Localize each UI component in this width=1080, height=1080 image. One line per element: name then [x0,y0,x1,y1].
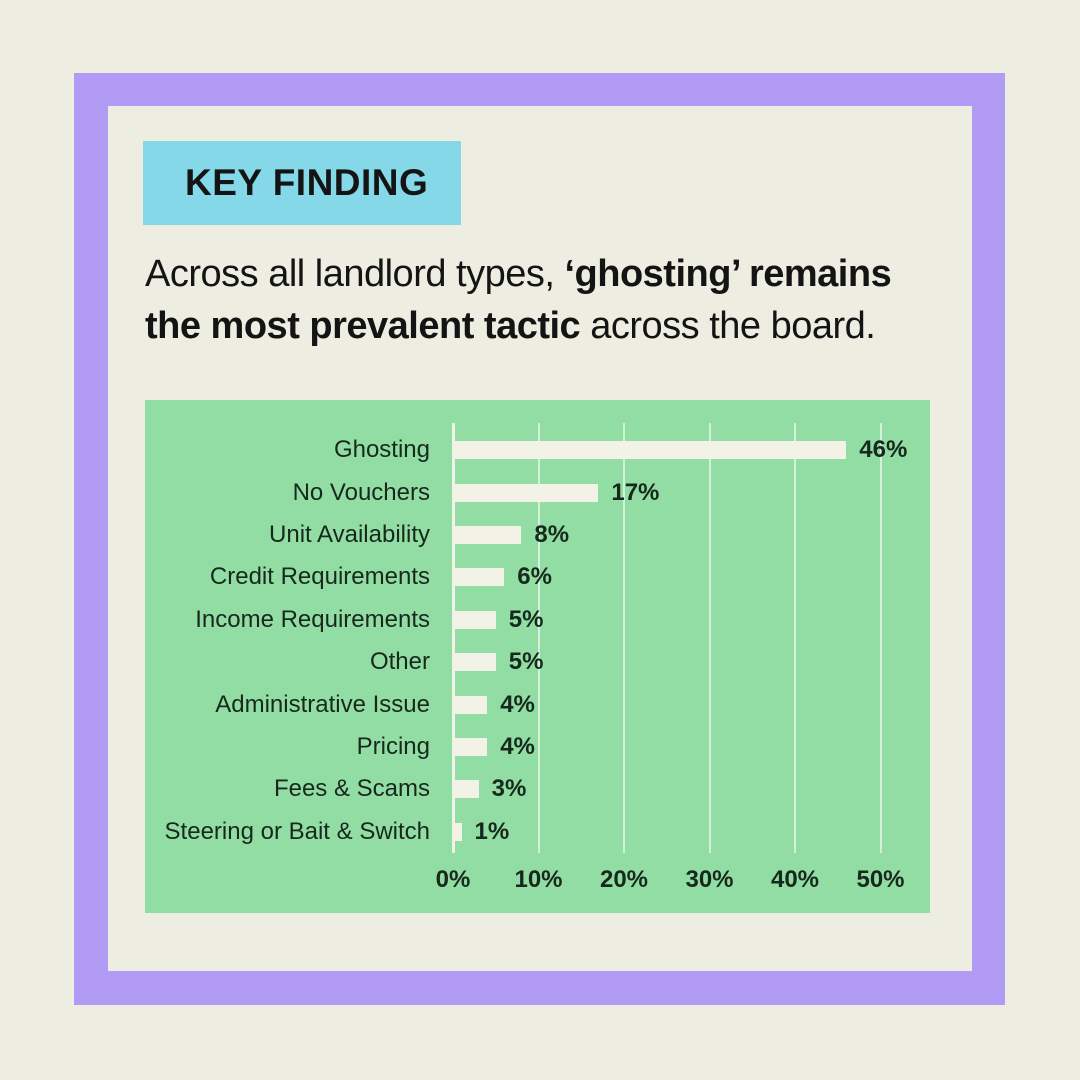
chart-row: Income Requirements 5% [145,599,930,641]
headline-emphasis: ‘ghosting’ remains [564,253,892,295]
bar [453,737,488,756]
x-tick-label: 50% [856,866,905,893]
key-finding-badge: KEY FINDING [143,141,461,225]
gridline [794,423,796,853]
x-tick-label: 10% [514,866,563,893]
chart-row: Fees & Scams 3% [145,768,930,810]
category-label: Income Requirements [195,605,430,633]
value-label: 1% [474,817,510,845]
gridline [623,423,625,853]
x-tick-label: 30% [685,866,734,893]
x-tick-label: 20% [599,866,649,893]
bar [453,568,505,587]
headline-text: across the board. [580,305,876,347]
gridline [537,423,540,853]
category-label: No Vouchers [292,478,430,506]
headline: Across all landlord types, ‘ghosting’ re… [145,248,892,352]
category-label: Pricing [356,732,430,760]
bar [453,525,522,544]
value-label: 5% [508,605,544,633]
chart-row: Credit Requirements 6% [145,556,930,598]
chart-row: No Vouchers 17% [145,471,930,513]
value-label: 6% [517,563,552,591]
gridline [879,423,882,853]
bar [453,441,847,460]
headline-emphasis: the most prevalent tactic [145,305,581,347]
bar [453,483,599,502]
category-label: Steering or Bait & Switch [164,817,430,845]
x-tick-label: 0% [435,866,471,893]
gridline [708,423,711,853]
chart-row: Other 5% [145,641,930,683]
value-label: 3% [491,775,527,803]
bar [453,695,488,714]
bar [453,653,496,672]
headline-text: Across all landlord types, [145,253,565,295]
category-label: Unit Availability [269,520,430,548]
purple-frame: KEY FINDING Across all landlord types, ‘… [74,73,1005,1005]
value-label: 5% [508,648,544,676]
chart-row: Ghosting 46% [145,429,930,471]
bar [453,780,479,799]
value-label: 4% [500,732,535,760]
content-panel: KEY FINDING Across all landlord types, ‘… [108,106,972,971]
category-label: Administrative Issue [215,690,430,718]
chart-row: Unit Availability 8% [145,514,930,556]
value-label: 17% [611,478,660,506]
headline-line-1: Across all landlord types, ‘ghosting’ re… [145,248,892,300]
category-label: Ghosting [333,436,430,464]
category-label: Fees & Scams [273,775,430,803]
badge-label: KEY FINDING [185,162,429,203]
category-label: Credit Requirements [209,563,430,591]
value-label: 4% [500,690,535,718]
chart-row: Steering or Bait & Switch 1% [145,811,930,853]
category-label: Other [369,648,430,676]
headline-line-2: the most prevalent tactic across the boa… [145,300,891,352]
chart-rows: Ghosting 46% No Vouchers 17% Unit Availabili… [145,429,930,853]
y-axis-line [451,423,455,853]
bar [453,610,496,629]
bar-chart: 0% 10% 20% 30% 40% 50% Ghosting 46% No Vouchers 1… [145,400,930,913]
chart-row: Pricing 4% [145,726,930,768]
chart-row: Administrative Issue 4% [145,683,930,725]
x-tick-label: 40% [770,866,820,893]
bar [453,822,462,841]
value-label: 8% [534,520,570,548]
value-label: 46% [859,436,908,464]
